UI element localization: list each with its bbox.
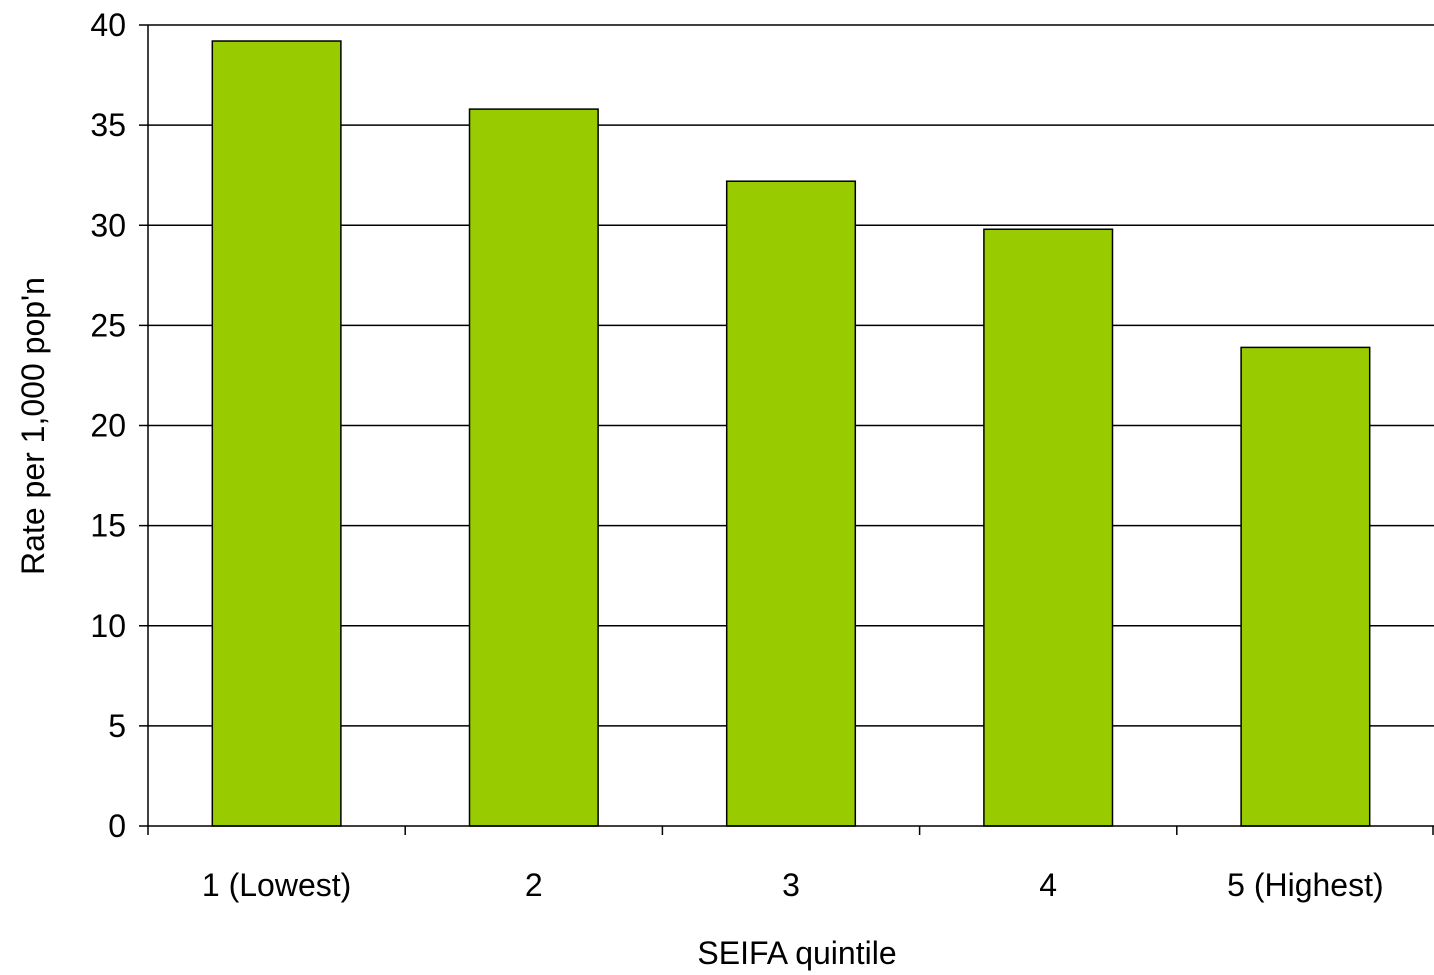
y-axis-title: Rate per 1,000 pop'n <box>15 277 51 575</box>
x-tick-label-5: 5 (Highest) <box>1227 867 1384 903</box>
x-axis-title: SEIFA quintile <box>697 935 896 971</box>
y-tick-label-15: 15 <box>90 508 126 544</box>
y-tick-label-30: 30 <box>90 207 126 243</box>
y-tick-labels: 0 5 10 15 20 25 30 35 40 <box>90 7 126 844</box>
axes <box>139 24 1434 835</box>
bars <box>211 40 1371 827</box>
x-tick-label-4: 4 <box>1039 867 1057 903</box>
y-tick-label-5: 5 <box>108 708 126 744</box>
bar-3 <box>725 180 857 827</box>
x-tick-labels: 1 (Lowest) 2 3 4 5 (Highest) <box>202 867 1384 903</box>
y-tick-label-25: 25 <box>90 307 126 343</box>
bar-1 <box>211 40 342 827</box>
bar-2 <box>468 108 599 827</box>
y-tick-label-35: 35 <box>90 107 126 143</box>
y-tick-label-10: 10 <box>90 608 126 644</box>
y-tick-label-20: 20 <box>90 408 126 444</box>
bar-4 <box>983 228 1114 827</box>
x-tick-label-2: 2 <box>525 867 543 903</box>
x-tick-label-3: 3 <box>782 867 800 903</box>
y-tick-label-0: 0 <box>108 808 126 844</box>
y-tick-label-40: 40 <box>90 7 126 43</box>
bar-5 <box>1240 346 1371 827</box>
x-tick-label-1: 1 (Lowest) <box>202 867 351 903</box>
